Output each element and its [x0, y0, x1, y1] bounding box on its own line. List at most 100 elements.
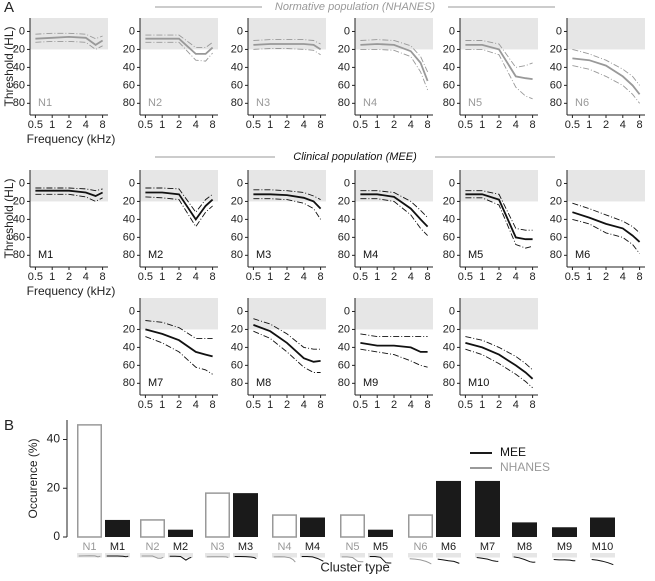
x-tick-label: 0.5	[565, 271, 580, 283]
median-line	[145, 328, 213, 358]
percentile-line	[253, 39, 321, 45]
x-tick-label: 8	[318, 271, 324, 283]
percentile-line	[253, 48, 321, 56]
y-tick-label: 60	[443, 231, 455, 243]
x-tick-label: 8	[637, 271, 643, 283]
x-tick-label: 0.5	[246, 119, 261, 131]
bar-label: N3	[210, 541, 224, 553]
bar-label: M2	[173, 541, 188, 553]
bar-label: M3	[238, 541, 253, 553]
y-tick-label: 60	[550, 79, 562, 91]
x-tick-label: 2	[284, 119, 290, 131]
y-tick-label: 0	[449, 25, 455, 37]
x-tick-label: 0.5	[28, 119, 43, 131]
y-tick-label: 60	[123, 231, 135, 243]
y-tick-label: 80	[338, 249, 350, 261]
y-tick-label: 0	[556, 177, 562, 189]
panel-label: N6	[575, 97, 589, 109]
mini-curve	[476, 557, 499, 562]
bar	[272, 514, 297, 538]
x-tick-label: 1	[374, 119, 380, 131]
y-tick-label: 80	[123, 377, 135, 389]
percentile-line	[35, 32, 103, 40]
percentile-line	[465, 336, 533, 371]
x-tick-label: 0.5	[353, 399, 368, 411]
bar	[408, 514, 433, 538]
x-tick-label: 8	[637, 119, 643, 131]
bar	[340, 514, 365, 538]
mini-curve	[591, 559, 614, 566]
mini-curve	[206, 556, 229, 558]
x-tick-label: 1	[374, 399, 380, 411]
x-tick-label: 2	[391, 119, 397, 131]
y-tick-label: 0	[19, 177, 25, 189]
y-tick-label: 0	[237, 25, 243, 37]
mini-band	[300, 553, 325, 558]
x-tick-label: 8	[530, 399, 536, 411]
median-line	[253, 43, 322, 51]
y-tick-label: 80	[13, 97, 25, 109]
percentile-line	[145, 336, 213, 375]
x-tick-label: 0.5	[246, 271, 261, 283]
mini-curve	[141, 555, 164, 559]
x-tick-label: 0.5	[458, 119, 473, 131]
x-tick-label: 0.5	[353, 271, 368, 283]
x-tick-label: 8	[210, 399, 216, 411]
median-line	[572, 211, 641, 243]
normal-band	[460, 298, 538, 330]
percentile-line	[572, 48, 640, 86]
median-line	[145, 37, 214, 55]
x-tick-label: 0.5	[246, 399, 261, 411]
percentile-line	[253, 189, 321, 201]
median-line	[465, 342, 534, 380]
percentile-line	[145, 196, 213, 228]
x-tick-label: 8	[318, 399, 324, 411]
panel-label: M8	[256, 377, 271, 389]
x-tick-label: 4	[301, 399, 307, 411]
x-tick-label: 4	[193, 119, 199, 131]
percentile-line	[465, 190, 533, 231]
y-tick-label: 0	[129, 25, 135, 37]
bar	[436, 480, 461, 537]
x-tick-label: 8	[318, 119, 324, 131]
x-tick-label: 4	[513, 399, 519, 411]
bar-label: M6	[441, 541, 456, 553]
y-axis-label: Threshold (HL)	[2, 26, 16, 106]
mini-curve	[78, 555, 101, 558]
y-tick-label: 40	[123, 341, 135, 353]
y-tick-label: 0	[19, 25, 25, 37]
panel-label: N1	[38, 97, 52, 109]
percentile-line	[360, 198, 428, 236]
mini-curve	[341, 556, 364, 563]
panel-label: M5	[468, 249, 483, 261]
y-tick-label: 40	[123, 61, 135, 73]
x-tick-label: 8	[425, 399, 431, 411]
y-tick-label: 20	[443, 195, 455, 207]
panel-label: M7	[148, 377, 163, 389]
y-tick-label: 80	[13, 249, 25, 261]
bar-label: M8	[517, 541, 532, 553]
bar	[475, 480, 500, 537]
x-tick-label: 4	[513, 119, 519, 131]
percentile-line	[35, 187, 103, 192]
x-tick-label: 4	[408, 119, 414, 131]
y-tick-label: 40	[231, 341, 243, 353]
mini-curve	[369, 556, 392, 564]
median-line	[253, 193, 322, 210]
x-tick-label: 2	[496, 119, 502, 131]
panel-letter: A	[4, 0, 14, 16]
mini-band	[512, 553, 537, 558]
y-tick-label: 80	[443, 377, 455, 389]
x-tick-label: 1	[159, 271, 165, 283]
mini-curve	[106, 555, 129, 558]
x-axis-label: Cluster type	[320, 559, 389, 574]
x-tick-label: 2	[391, 271, 397, 283]
y-tick-label: 0	[129, 177, 135, 189]
percentile-line	[360, 348, 428, 368]
y-tick-label: 0	[237, 305, 243, 317]
y-tick-label: 20	[338, 195, 350, 207]
x-tick-label: 1	[267, 399, 273, 411]
y-tick-label: 40	[13, 213, 25, 225]
x-tick-label: 0.5	[565, 119, 580, 131]
normal-band	[140, 170, 218, 202]
